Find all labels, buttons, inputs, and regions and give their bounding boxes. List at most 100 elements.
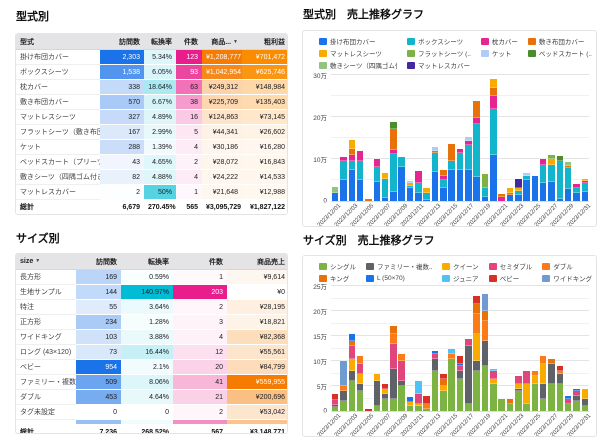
stacked-bar[interactable] <box>515 179 522 201</box>
legend-item[interactable]: キング <box>319 273 356 283</box>
bar-segment[interactable] <box>373 182 381 201</box>
bar-segment[interactable] <box>490 383 497 411</box>
bar-segment[interactable] <box>473 176 480 201</box>
legend-item[interactable]: シングル <box>319 261 356 271</box>
table-row[interactable]: 掛け布団カバー 2,303 5.34% 123 ¥1,208,777 ¥701,472 <box>16 49 287 65</box>
stacked-bar[interactable] <box>440 169 447 201</box>
bar-segment[interactable] <box>539 164 547 183</box>
table-row[interactable]: 枕カバー 338 18.64% 63 ¥249,312 ¥148,984 <box>16 79 287 95</box>
bar-segment[interactable] <box>539 356 547 364</box>
bar-segment[interactable] <box>431 371 439 411</box>
bar-segment[interactable] <box>356 391 364 411</box>
bar-segment[interactable] <box>465 140 472 146</box>
bar-segment[interactable] <box>440 373 447 379</box>
legend-item[interactable]: フラットシーツ (.. <box>406 48 471 58</box>
legend-item[interactable]: ベッドスカート (.. <box>527 48 592 58</box>
bar-segment[interactable] <box>390 191 397 201</box>
bar-segment[interactable] <box>581 191 589 201</box>
bar-segment[interactable] <box>573 388 580 391</box>
legend-item[interactable]: ボックスシーツ <box>406 36 471 46</box>
stacked-bar[interactable] <box>390 326 397 411</box>
bar-segment[interactable] <box>490 87 497 97</box>
bar-segment[interactable] <box>390 326 397 334</box>
bar-segment[interactable] <box>539 398 547 411</box>
stacked-bar[interactable] <box>381 172 389 201</box>
stacked-bar[interactable] <box>456 148 464 201</box>
bar-segment[interactable] <box>373 373 381 381</box>
bar-segment[interactable] <box>440 386 447 391</box>
table-row[interactable]: ボックスシーツ 1,538 6.05% 93 ¥1,042,954 ¥625,746 <box>16 64 287 80</box>
bar-segment[interactable] <box>581 406 589 411</box>
bar-segment[interactable] <box>331 393 339 400</box>
bar-segment[interactable] <box>431 353 439 359</box>
bar-segment[interactable] <box>456 371 464 379</box>
bar-segment[interactable] <box>490 371 497 379</box>
bar-segment[interactable] <box>356 383 364 391</box>
bar-segment[interactable] <box>456 366 464 371</box>
bar-segment[interactable] <box>398 353 405 361</box>
bar-segment[interactable] <box>331 404 339 407</box>
table-row[interactable]: 正方形 234 1.28% 3 ¥18,821 <box>16 314 287 330</box>
bar-segment[interactable] <box>465 338 472 346</box>
bar-segment[interactable] <box>490 108 497 155</box>
stacked-bar[interactable] <box>523 371 530 411</box>
bar-segment[interactable] <box>506 403 514 411</box>
bar-segment[interactable] <box>365 198 372 201</box>
bar-segment[interactable] <box>473 333 480 361</box>
bar-segment[interactable] <box>465 136 472 141</box>
legend-item[interactable]: 敷き布団カバー <box>527 36 592 46</box>
bar-segment[interactable] <box>490 79 497 88</box>
bar-segment[interactable] <box>381 398 389 411</box>
stacked-bar[interactable] <box>465 136 472 201</box>
bar-segment[interactable] <box>423 188 430 194</box>
stacked-bar[interactable] <box>573 184 580 201</box>
bar-segment[interactable] <box>406 402 414 406</box>
bar-segment[interactable] <box>390 343 397 369</box>
stacked-bar[interactable] <box>406 397 414 411</box>
bar-segment[interactable] <box>523 175 530 180</box>
bar-segment[interactable] <box>415 192 422 201</box>
stacked-bar[interactable] <box>448 144 455 201</box>
bar-segment[interactable] <box>415 403 422 406</box>
table-row[interactable]: 特注 55 3.64% 2 ¥28,195 <box>16 299 287 315</box>
legend-item[interactable]: 敷きシーツ（四隅ゴム付きシーツ） <box>319 60 397 70</box>
bar-segment[interactable] <box>481 173 489 189</box>
bar-segment[interactable] <box>523 180 530 201</box>
stacked-bar[interactable] <box>415 170 422 201</box>
bar-segment[interactable] <box>573 192 580 201</box>
bar-segment[interactable] <box>564 166 572 169</box>
table-row[interactable]: 生地サンプル 144 140.97% 203 ¥0 <box>16 284 287 300</box>
stacked-bar[interactable] <box>365 408 372 411</box>
bar-segment[interactable] <box>415 170 422 184</box>
bar-segment[interactable] <box>331 407 339 411</box>
stacked-bar[interactable] <box>498 398 505 411</box>
bar-segment[interactable] <box>539 158 547 165</box>
bar-segment[interactable] <box>440 391 447 411</box>
legend-item[interactable]: クイーン <box>442 261 479 271</box>
table-row[interactable]: ベビー 954 2.1% 20 ¥84,799 <box>16 359 287 375</box>
stacked-bar[interactable] <box>506 188 514 201</box>
bar-segment[interactable] <box>465 403 472 411</box>
table-row[interactable]: ワイドキング 103 3.88% 4 ¥82,368 <box>16 329 287 345</box>
bar-segment[interactable] <box>348 333 356 341</box>
legend-item[interactable]: ベビー <box>488 273 533 283</box>
bar-segment[interactable] <box>573 391 580 396</box>
table-row[interactable]: 敷き布団カバー 570 6.67% 38 ¥225,709 ¥135,403 <box>16 94 287 110</box>
stacked-bar[interactable] <box>348 333 356 411</box>
bar-segment[interactable] <box>448 161 455 170</box>
bar-segment[interactable] <box>448 348 455 354</box>
stacked-bar[interactable] <box>481 293 489 411</box>
bar-segment[interactable] <box>515 388 522 391</box>
stacked-bar[interactable] <box>331 393 339 411</box>
bar-segment[interactable] <box>423 403 430 409</box>
bar-segment[interactable] <box>564 162 572 167</box>
bar-segment[interactable] <box>481 188 489 197</box>
bar-segment[interactable] <box>390 149 397 154</box>
bar-segment[interactable] <box>498 193 505 197</box>
stacked-bar[interactable] <box>506 398 514 411</box>
stacked-bar[interactable] <box>348 140 356 201</box>
column-header-col4[interactable]: 商品売上 <box>227 254 287 270</box>
table-row[interactable]: タグ未設定 0 0 2 ¥53,042 <box>16 404 287 420</box>
bar-segment[interactable] <box>398 386 405 411</box>
bar-segment[interactable] <box>423 199 430 201</box>
